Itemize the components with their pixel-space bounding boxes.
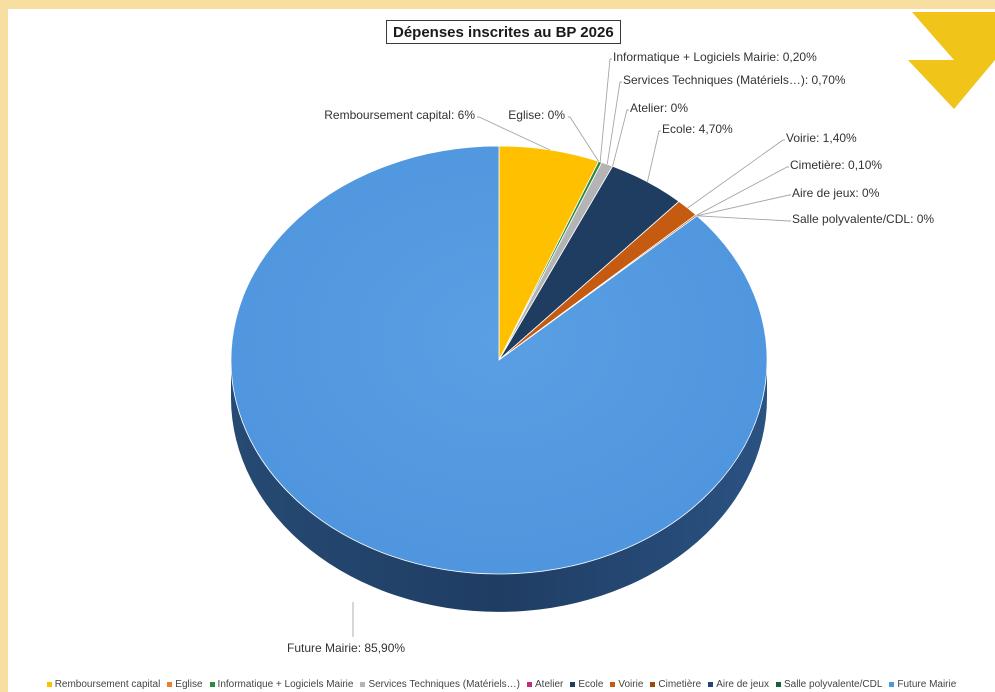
legend-label: Remboursement capital [54,678,161,690]
legend-item: Cimetière [650,679,701,690]
data-label: Aire de jeux: 0% [792,186,880,200]
leader-line [606,81,622,165]
pie-slices [230,145,768,575]
leader-line [696,166,789,216]
legend-item: Remboursement capital [46,678,161,690]
legend-swatch [360,681,366,687]
data-label: Atelier: 0% [630,101,688,115]
data-label: Remboursement capital: 6% [324,108,475,122]
legend-label: Salle polyvalente/CDL [784,678,883,690]
legend-swatch [527,681,532,687]
legend-label: Ecole [578,678,604,690]
legend-label: Cimetière [658,678,702,690]
leader-line [647,130,661,182]
legend-item: Salle polyvalente/CDL [776,679,882,690]
legend: Remboursement capital Eglise Informatique … [8,676,995,692]
legend-swatch [46,681,52,687]
legend-label: Services Techniques (Matériels…) [368,678,520,690]
pie-3d-side [231,360,767,612]
legend-item: Ecole [570,679,603,690]
leader-line [696,194,791,217]
legend-label: Atelier [535,678,564,690]
data-label: Eglise: 0% [508,108,565,122]
legend-swatch [610,681,616,687]
data-label: Cimetière: 0,10% [790,158,882,172]
leader-line [599,58,612,162]
leader-line [696,215,791,222]
legend-swatch [209,681,215,687]
data-label: Salle polyvalente/CDL: 0% [792,212,934,226]
leader-line [687,139,785,209]
legend-item: Informatique + Logiciels Mairie [209,678,354,690]
legend-label: Future Mairie [897,678,957,690]
data-label: Services Techniques (Matériels…): 0,70% [623,73,846,87]
legend-item: Services Techniques (Matériels…) [360,679,520,690]
legend-swatch [167,681,173,687]
data-label: Voirie: 1,40% [786,131,857,145]
legend-item: Aire de jeux [708,679,769,690]
leader-line [612,109,629,167]
chart-area: Remboursement capital: 6% Eglise: 0% Infor… [8,9,995,692]
legend-swatch [650,681,656,687]
chart-title: Dépenses inscrites au BP 2026 [386,20,621,44]
legend-swatch [570,681,576,687]
legend-swatch [776,681,781,687]
legend-swatch [708,681,714,687]
legend-item: Atelier [527,679,563,690]
pie-side-band [231,360,767,612]
legend-item: Future Mairie [889,679,956,690]
data-label: Ecole: 4,70% [662,122,733,136]
corner-decoration [908,12,995,109]
legend-label: Voirie [618,678,644,690]
legend-item: Eglise [167,678,203,690]
pie-slice-future-mairie [230,145,768,575]
legend-label: Aire de jeux [716,678,769,690]
leader-line [568,116,599,162]
pie-chart: Remboursement capital: 6% Eglise: 0% Infor… [230,12,995,655]
pie-labels: Remboursement capital: 6% Eglise: 0% Infor… [287,50,934,655]
data-label: Future Mairie: 85,90% [287,641,405,655]
legend-item: Voirie [610,679,643,690]
data-label: Informatique + Logiciels Mairie: 0,20% [613,50,817,64]
legend-label: Informatique + Logiciels Mairie [217,678,354,690]
leader-line [477,116,550,151]
legend-swatch [889,681,895,687]
legend-label: Eglise [175,678,203,690]
